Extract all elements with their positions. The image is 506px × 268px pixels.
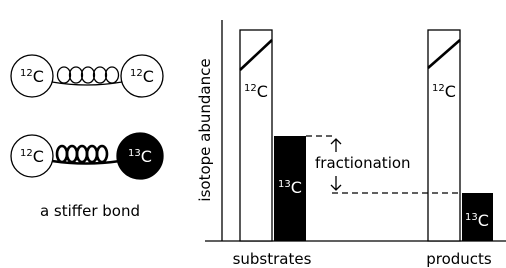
- mass-number: 12: [130, 68, 143, 79]
- spring-coil: [97, 146, 107, 162]
- element: C: [143, 67, 154, 86]
- element: C: [141, 147, 152, 166]
- mass-number: 13: [465, 212, 478, 223]
- element: C: [33, 147, 44, 166]
- diagram: 12C 12C 12C 13C a stiffer bond isotope a…: [0, 0, 506, 268]
- annotation: fractionation: [315, 154, 411, 172]
- element: C: [445, 82, 456, 101]
- spring-coil: [70, 67, 83, 83]
- light-bar: [428, 30, 460, 241]
- mass-number: 13: [278, 179, 291, 190]
- spring-coil: [82, 67, 95, 83]
- mass-number: 12: [244, 83, 257, 94]
- caption: a stiffer bond: [40, 202, 140, 220]
- y-axis-label: isotope abundance: [196, 58, 214, 201]
- x-label: substrates: [233, 250, 312, 268]
- spring-coil: [106, 67, 119, 83]
- spring-coil: [87, 146, 97, 162]
- spring-coil: [67, 146, 77, 162]
- light-bar: [240, 30, 272, 241]
- element: C: [257, 82, 268, 101]
- arrow-down: [331, 176, 341, 190]
- mass-number: 12: [20, 148, 33, 159]
- spring-coil: [77, 146, 87, 162]
- element: C: [33, 67, 44, 86]
- spring-coil: [94, 67, 107, 83]
- mass-number: 13: [128, 148, 141, 159]
- mass-number: 12: [20, 68, 33, 79]
- arrow-up: [331, 139, 341, 152]
- spring-coil: [57, 146, 67, 162]
- spring-coil: [58, 67, 71, 83]
- element: C: [478, 211, 489, 230]
- mass-number: 12: [432, 83, 445, 94]
- x-label: products: [426, 250, 492, 268]
- element: C: [291, 178, 302, 197]
